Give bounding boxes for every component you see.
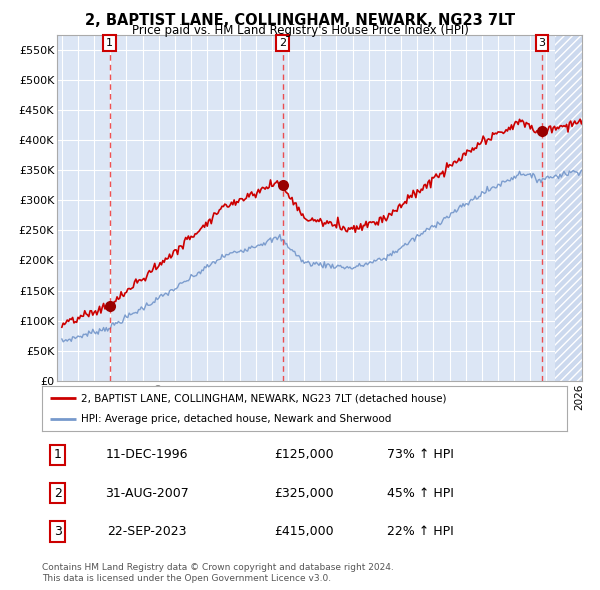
Text: £415,000: £415,000 <box>275 525 334 538</box>
Text: HPI: Average price, detached house, Newark and Sherwood: HPI: Average price, detached house, Newa… <box>82 414 392 424</box>
Text: 11-DEC-1996: 11-DEC-1996 <box>106 448 188 461</box>
Text: 22% ↑ HPI: 22% ↑ HPI <box>386 525 454 538</box>
Text: 45% ↑ HPI: 45% ↑ HPI <box>386 487 454 500</box>
Text: £325,000: £325,000 <box>275 487 334 500</box>
Text: Contains HM Land Registry data © Crown copyright and database right 2024.: Contains HM Land Registry data © Crown c… <box>42 563 394 572</box>
Text: 2, BAPTIST LANE, COLLINGHAM, NEWARK, NG23 7LT: 2, BAPTIST LANE, COLLINGHAM, NEWARK, NG2… <box>85 13 515 28</box>
Bar <box>554 35 587 381</box>
Text: 3: 3 <box>54 525 62 538</box>
Text: 1: 1 <box>54 448 62 461</box>
Text: 31-AUG-2007: 31-AUG-2007 <box>105 487 189 500</box>
Text: £125,000: £125,000 <box>275 448 334 461</box>
Text: 22-SEP-2023: 22-SEP-2023 <box>107 525 187 538</box>
Text: 2: 2 <box>54 487 62 500</box>
Text: This data is licensed under the Open Government Licence v3.0.: This data is licensed under the Open Gov… <box>42 573 331 583</box>
Text: 2, BAPTIST LANE, COLLINGHAM, NEWARK, NG23 7LT (detached house): 2, BAPTIST LANE, COLLINGHAM, NEWARK, NG2… <box>82 394 447 404</box>
Text: 73% ↑ HPI: 73% ↑ HPI <box>386 448 454 461</box>
Text: Price paid vs. HM Land Registry's House Price Index (HPI): Price paid vs. HM Land Registry's House … <box>131 24 469 37</box>
Text: 1: 1 <box>106 38 113 48</box>
Bar <box>554 35 587 381</box>
Text: 2: 2 <box>279 38 286 48</box>
Text: 3: 3 <box>539 38 545 48</box>
